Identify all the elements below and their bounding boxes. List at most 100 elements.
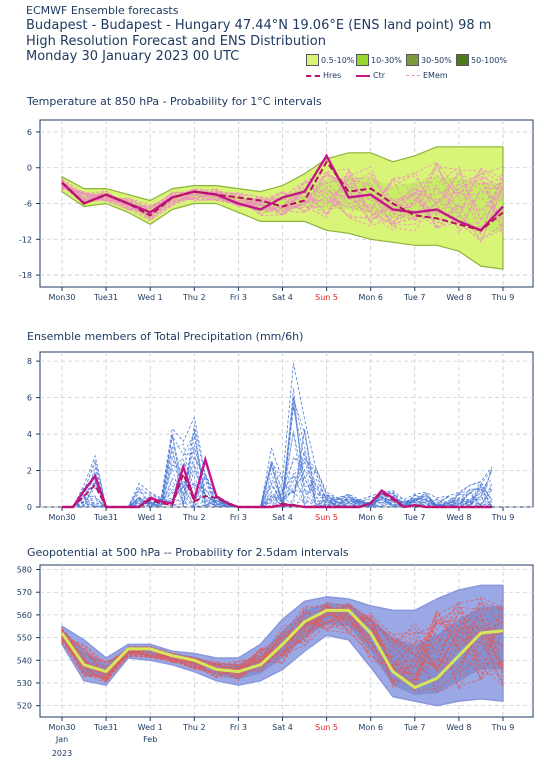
precip-xtick-label: Wed 1 <box>138 513 163 522</box>
legend-line <box>356 74 370 77</box>
geo-mean-line <box>60 608 504 690</box>
precip-ensemble-member <box>62 435 493 508</box>
temp-xtick-label: Fri 3 <box>230 293 247 302</box>
precip-ytick-label: 4 <box>27 430 32 439</box>
geo-ensemble-member <box>61 602 504 678</box>
geo-xtick-label: Wed 1 <box>138 723 163 732</box>
geo-ensemble-member <box>61 603 504 680</box>
temp-ensemble-member <box>61 184 504 243</box>
precip-ensemble-member <box>62 430 493 508</box>
precip-xtick-label: Mon 6 <box>358 513 383 522</box>
geo-ensemble-member <box>61 603 504 686</box>
legend-prob-2: 10-30% <box>356 54 402 66</box>
geo-xtick-label: Sun 5 <box>315 723 338 732</box>
legend-emem: EMem <box>406 71 448 80</box>
geo-ensemble-member <box>61 597 504 682</box>
precip-xtick-label: Mon30 <box>48 513 75 522</box>
temp-ensemble-member <box>61 170 504 236</box>
geo-xtick-label: Mon30 <box>48 723 75 732</box>
geo-xtick-label: Mon 6 <box>358 723 383 732</box>
geo-xtick-label: Sat 4 <box>272 723 293 732</box>
geo-ensemble-member <box>61 606 504 680</box>
precip-ensemble-member <box>62 455 493 508</box>
precip-xtick-label: Tue 7 <box>403 513 425 522</box>
legend-hres: Hres <box>306 71 341 80</box>
header-source: ECMWF Ensemble forecasts <box>26 4 179 17</box>
precip-hres-line <box>62 471 492 508</box>
header-location: Budapest - Budapest - Hungary 47.44°N 19… <box>26 18 492 33</box>
legend-swatch <box>306 54 319 66</box>
geo-ensemble-member <box>61 602 504 685</box>
geo-xtick-label: Thu 9 <box>491 723 515 732</box>
geo-ytick-label: 540 <box>17 656 32 665</box>
temp-xtick-label: Tue31 <box>93 293 118 302</box>
temp-xtick-label: Sat 4 <box>272 293 293 302</box>
temp-xtick-label: Tue 7 <box>403 293 425 302</box>
geo-ytick-label: 570 <box>17 588 32 597</box>
header: ECMWF Ensemble forecasts Budapest - Buda… <box>26 4 491 65</box>
header-product: High Resolution Forecast and ENS Distrib… <box>26 33 326 49</box>
temp-ytick-label: -18 <box>19 271 32 280</box>
geo-ensemble-member <box>61 603 504 691</box>
geo-ytick-label: 520 <box>17 702 32 711</box>
precip-panel-title: Ensemble members of Total Precipitation … <box>27 330 304 343</box>
geo-xtick-label: Tue31 <box>93 723 118 732</box>
geo-xtick-label: Tue 7 <box>403 723 425 732</box>
geo-ytick-label: 580 <box>17 566 32 575</box>
precip-ensemble-member <box>62 401 493 508</box>
geo-ensemble-member <box>61 614 504 685</box>
temp-ensemble-member <box>61 173 504 236</box>
geo-ensemble-member <box>61 611 504 692</box>
precip-ytick-label: 6 <box>27 394 32 403</box>
geo-ytick-label: 560 <box>17 611 32 620</box>
temp-xtick-label: Thu 2 <box>182 293 206 302</box>
precip-ensemble-member <box>62 430 493 508</box>
temp-xtick-label: Wed 1 <box>138 293 163 302</box>
geo-date-sublabel: 2023 <box>52 749 72 758</box>
geo-xtick-label: Wed 8 <box>446 723 471 732</box>
temp-ensemble-member <box>61 165 504 231</box>
precip-ensemble-member <box>62 433 493 508</box>
geo-xtick-label: Thu 2 <box>182 723 206 732</box>
temp-ensemble-member <box>61 186 504 230</box>
geo-date-sublabel: Jan <box>55 735 68 744</box>
temp-hres-line <box>61 159 504 232</box>
precip-ytick-label: 8 <box>27 357 32 366</box>
precip-ensemble-member <box>62 434 493 508</box>
temp-ytick-label: -12 <box>19 235 32 244</box>
precip-xtick-label: Thu 9 <box>491 513 515 522</box>
legend-swatch <box>356 54 369 66</box>
temp-ytick-label: -6 <box>24 200 32 209</box>
precip-ytick-label: 2 <box>27 467 32 476</box>
temp-ensemble-member <box>61 166 504 231</box>
precip-ensemble-member <box>62 399 493 508</box>
temp-ytick-label: 0 <box>27 164 32 173</box>
precip-ensemble-member <box>62 424 493 508</box>
geo-ensemble-member <box>61 606 504 689</box>
geo-ensemble-member <box>61 604 504 687</box>
legend-prob-4: 50-100% <box>456 54 507 66</box>
temp-xtick-label: Sun 5 <box>315 293 338 302</box>
legend-line <box>306 74 320 77</box>
geo-ensemble-member <box>61 603 504 681</box>
geo-ytick-label: 530 <box>17 679 32 688</box>
precip-ensemble-member <box>62 405 493 508</box>
legend-ctr: Ctr <box>356 71 385 80</box>
temp-xtick-label: Mon 6 <box>358 293 383 302</box>
precip-xtick-label: Wed 8 <box>446 513 471 522</box>
temp-ensemble-member <box>61 162 504 224</box>
precip-plot-area <box>39 351 534 508</box>
header-date: Monday 30 January 2023 00 UTC <box>26 49 240 64</box>
geo-panel-title: Geopotential at 500 hPa -- Probability f… <box>27 546 349 559</box>
precip-xtick-label: Thu 2 <box>182 513 206 522</box>
precip-xtick-label: Sat 4 <box>272 513 293 522</box>
temp-xtick-label: Wed 8 <box>446 293 471 302</box>
temp-ensemble-member <box>61 171 504 230</box>
temp-ensemble-member <box>61 181 504 230</box>
geo-ensemble-member <box>61 612 504 682</box>
precip-ytick-label: 0 <box>27 503 32 512</box>
precip-ensemble-max <box>62 362 493 508</box>
legend-swatch <box>406 54 419 66</box>
temp-ensemble-member <box>61 169 504 226</box>
